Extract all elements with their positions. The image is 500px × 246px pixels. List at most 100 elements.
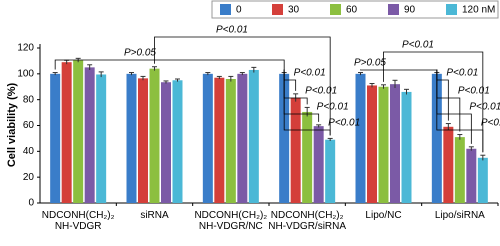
x-tick-label: NDCONH(CH₂)₂ NH-VDGR: [41, 210, 115, 232]
significance-label: P<0.01: [305, 86, 337, 97]
significance-label: P<0.01: [294, 68, 326, 79]
bar: [477, 157, 488, 203]
y-tick-label: 120: [17, 43, 34, 54]
significance-label: P<0.01: [469, 102, 500, 113]
bar: [466, 148, 477, 203]
error-bar: [304, 106, 310, 117]
error-bar: [457, 134, 463, 140]
bar: [454, 137, 465, 203]
bar: [279, 73, 290, 203]
bar: [138, 78, 148, 203]
error-bar: [175, 78, 180, 82]
error-bar: [445, 123, 451, 131]
y-tick-label: 0: [28, 198, 34, 209]
error-bar: [163, 80, 169, 84]
bar: [73, 60, 84, 204]
x-tick-label: siRNA: [140, 210, 169, 221]
bar: [302, 111, 313, 203]
bar: [290, 97, 301, 203]
error-bar: [87, 64, 93, 70]
bar: [225, 79, 236, 203]
error-bar: [358, 72, 363, 76]
bar: [172, 80, 183, 203]
y-tick-label: 60: [23, 120, 35, 131]
significance-label: P<0.01: [328, 118, 360, 129]
significance-label: P<0.01: [446, 68, 478, 79]
significance-bracket: [283, 69, 331, 136]
error-bar: [480, 154, 486, 161]
error-bar: [216, 75, 222, 79]
bar: [61, 62, 72, 204]
significance-label: P<0.01: [317, 102, 349, 113]
bar: [367, 85, 377, 203]
significance-label: P>0.05: [354, 58, 386, 69]
significance-label: P<0.01: [216, 25, 248, 36]
error-bar: [129, 72, 134, 76]
legend-box: [211, 0, 499, 19]
x-tick-label: NDCONH(CH₂)₂ NH-VDGR/siRNA: [268, 210, 347, 232]
legend-label: 60: [346, 5, 358, 16]
y-tick-label: 40: [23, 146, 35, 157]
y-tick-label: 80: [23, 94, 35, 105]
error-bar: [381, 84, 386, 89]
bar: [401, 91, 412, 203]
bar: [378, 86, 389, 203]
y-tick-label: 20: [23, 172, 35, 183]
significance-bracket: [436, 69, 472, 144]
bar: [161, 82, 171, 203]
error-bar: [140, 75, 146, 81]
legend-swatch: [220, 4, 231, 15]
legend-swatch: [388, 4, 399, 15]
bar: [96, 74, 107, 204]
legend-label: 120 nM: [462, 5, 495, 16]
error-bar: [205, 72, 211, 76]
significance-label: P>0.05: [124, 48, 156, 59]
error-bar: [98, 71, 104, 78]
legend-swatch: [330, 4, 341, 15]
error-bar: [404, 88, 409, 95]
bar: [431, 73, 442, 203]
bar: [84, 67, 95, 203]
significance-label: P<0.01: [481, 118, 500, 129]
legend-label: 0: [236, 5, 242, 16]
bar: [390, 84, 400, 203]
error-bar: [251, 66, 257, 73]
significance-label: P<0.01: [458, 86, 490, 97]
bar: [126, 73, 137, 203]
bar: [443, 126, 454, 203]
error-bar: [239, 72, 245, 76]
bar: [313, 126, 324, 203]
significance-label: P<0.01: [402, 40, 434, 51]
y-tick-label: 100: [17, 68, 34, 79]
bar: [50, 73, 61, 203]
legend-swatch: [446, 4, 457, 15]
bar: [355, 73, 366, 203]
bar: [149, 68, 160, 204]
bar: [325, 139, 336, 203]
significance-bracket: [383, 51, 484, 153]
legend-swatch: [272, 4, 283, 15]
bar: [202, 73, 213, 203]
error-bar: [327, 137, 333, 141]
error-bar: [152, 66, 157, 71]
bar: [248, 69, 259, 203]
error-bar: [468, 146, 474, 151]
bar: [237, 73, 248, 203]
bar: [214, 77, 225, 203]
significance-bracket: [54, 59, 285, 70]
error-bar: [369, 83, 375, 88]
error-bar: [52, 72, 58, 76]
legend-label: 90: [404, 5, 416, 16]
y-axis-label: Cell viability (%): [6, 82, 18, 167]
error-bar: [228, 75, 234, 82]
significance-bracket: [436, 69, 484, 153]
significance-bracket: [154, 36, 331, 136]
error-bar: [316, 124, 322, 128]
error-bar: [392, 79, 398, 89]
x-tick-label: NDCONH(CH₂)₂ NH-VDGR/NC: [194, 210, 268, 232]
x-tick-label: Lipo/siRNA: [434, 210, 485, 221]
legend-label: 30: [288, 5, 300, 16]
x-tick-label: Lipo/NC: [365, 210, 402, 221]
